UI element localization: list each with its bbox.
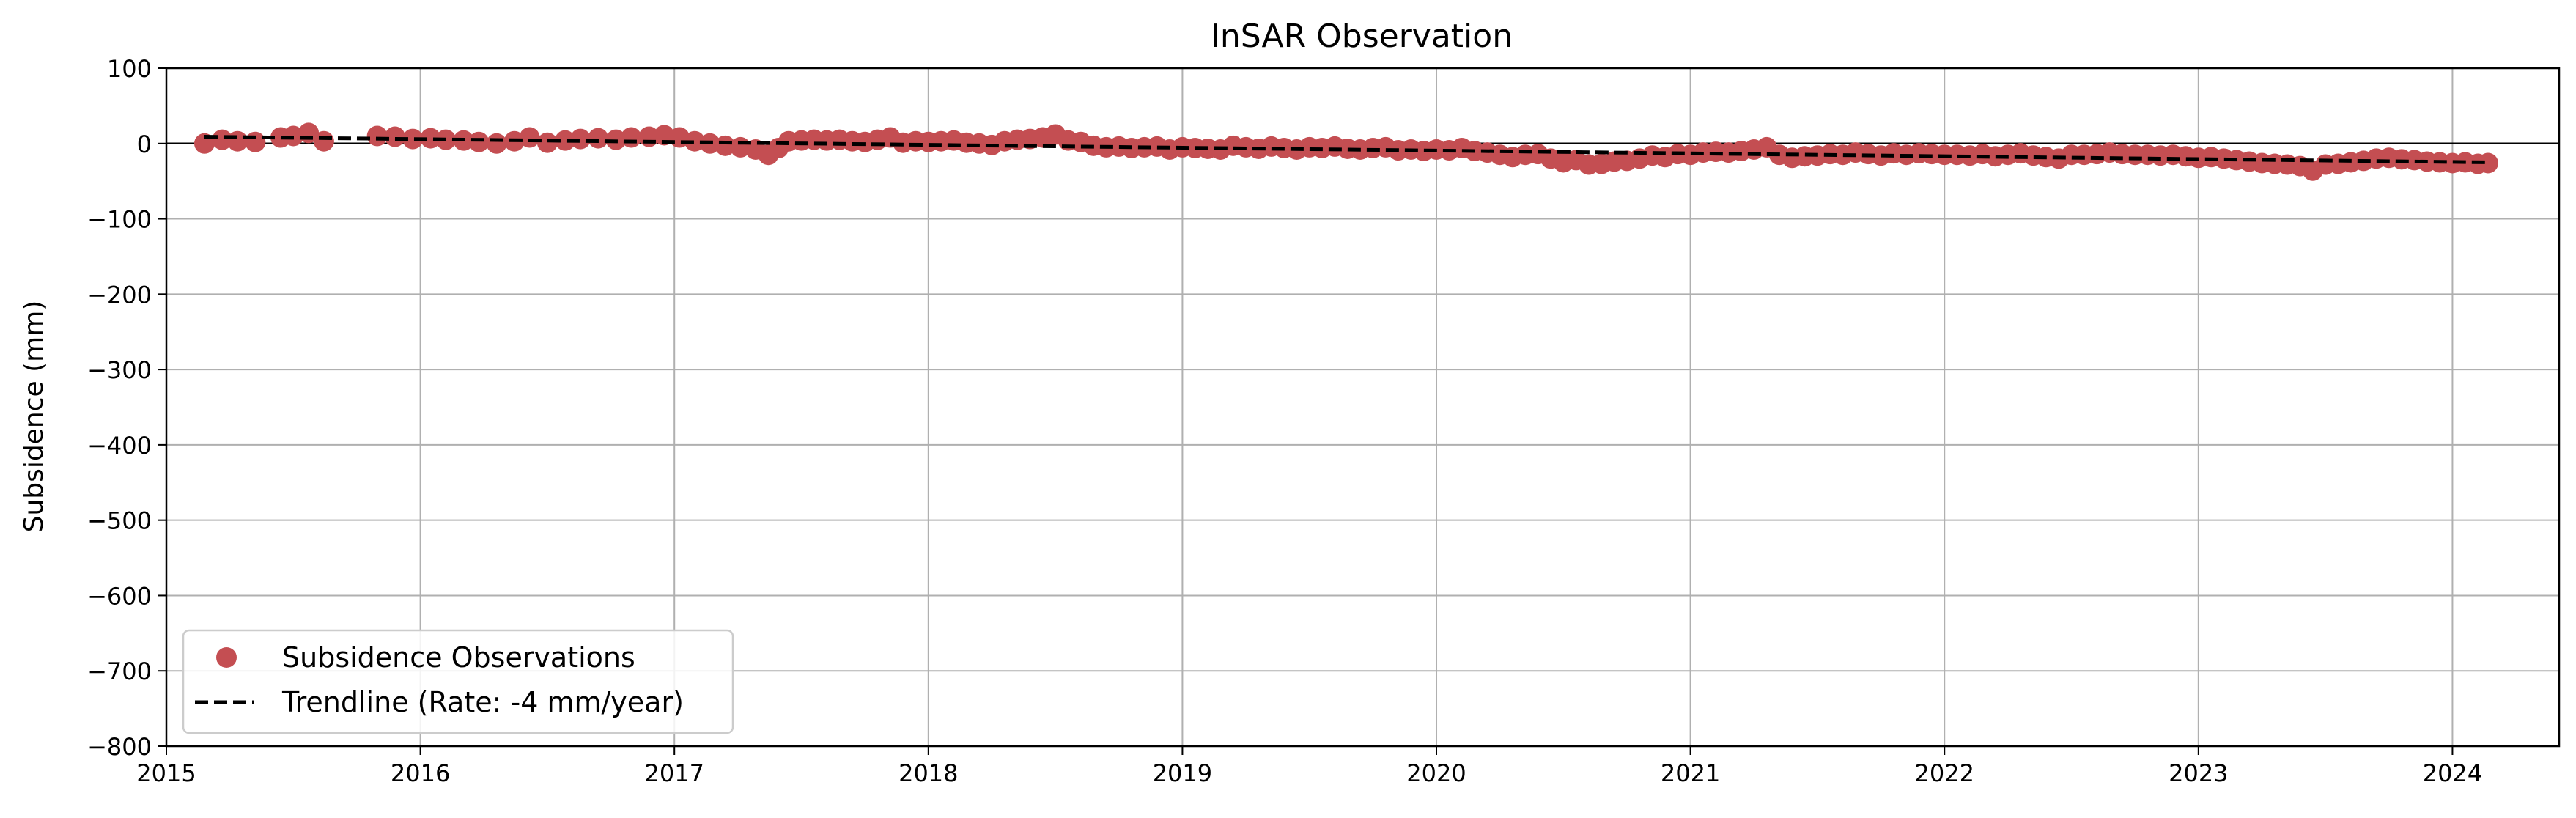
chart-title: InSAR Observation (1211, 18, 1513, 55)
data-point (555, 130, 576, 151)
data-point (384, 126, 405, 147)
y-tick-label: 100 (107, 55, 152, 83)
x-tick-label: 2024 (2423, 759, 2482, 787)
x-tick-label: 2015 (136, 759, 196, 787)
legend-label-observations: Subsidence Observations (282, 641, 635, 674)
x-tick-label: 2023 (2169, 759, 2228, 787)
x-tick-label: 2022 (1915, 759, 1974, 787)
y-tick-label: −400 (87, 432, 152, 460)
data-point (588, 128, 609, 149)
data-point (715, 135, 736, 156)
data-point (245, 131, 266, 152)
data-point (313, 130, 334, 152)
y-tick-label: −200 (87, 281, 152, 309)
x-axis-ticks: 2015 2016 2017 2018 2019 2020 2021 2022 2023 2024 (136, 746, 2482, 787)
y-axis-label: Subsidence (mm) (19, 301, 49, 533)
y-tick-label: −300 (87, 356, 152, 384)
plot-frame (165, 67, 2561, 748)
data-point (486, 133, 507, 154)
legend-frame (182, 629, 734, 734)
y-tick-label: −600 (87, 582, 152, 610)
x-tick-label: 2020 (1406, 759, 1466, 787)
data-point (420, 128, 441, 149)
x-tick-label: 2019 (1153, 759, 1212, 787)
x-tick-label: 2017 (644, 759, 704, 787)
y-tick-label: −500 (87, 507, 152, 535)
legend-marker-observations (216, 647, 237, 668)
y-tick-label: −700 (87, 657, 152, 685)
data-point (519, 127, 540, 148)
data-point (468, 131, 490, 152)
legend-label-trendline: Trendline (Rate: -4 mm/year) (281, 686, 684, 718)
data-point (402, 128, 424, 150)
data-point (2477, 152, 2498, 174)
legend: Subsidence Observations Trendline (Rate:… (182, 629, 734, 734)
data-point (621, 127, 642, 148)
x-tick-label: 2021 (1661, 759, 1720, 787)
data-point (569, 128, 591, 150)
data-point (212, 129, 233, 150)
data-point (227, 130, 248, 152)
x-tick-label: 2016 (391, 759, 450, 787)
data-point (366, 125, 388, 147)
y-axis-ticks: 100 0 −100 −200 −300 −400 −500 −600 −700 −800 (87, 55, 166, 761)
y-tick-label: −800 (87, 733, 152, 761)
y-tick-label: −100 (87, 206, 152, 234)
data-point (684, 130, 705, 152)
data-point (536, 132, 558, 153)
x-tick-label: 2018 (898, 759, 958, 787)
y-tick-label: 0 (137, 130, 152, 158)
